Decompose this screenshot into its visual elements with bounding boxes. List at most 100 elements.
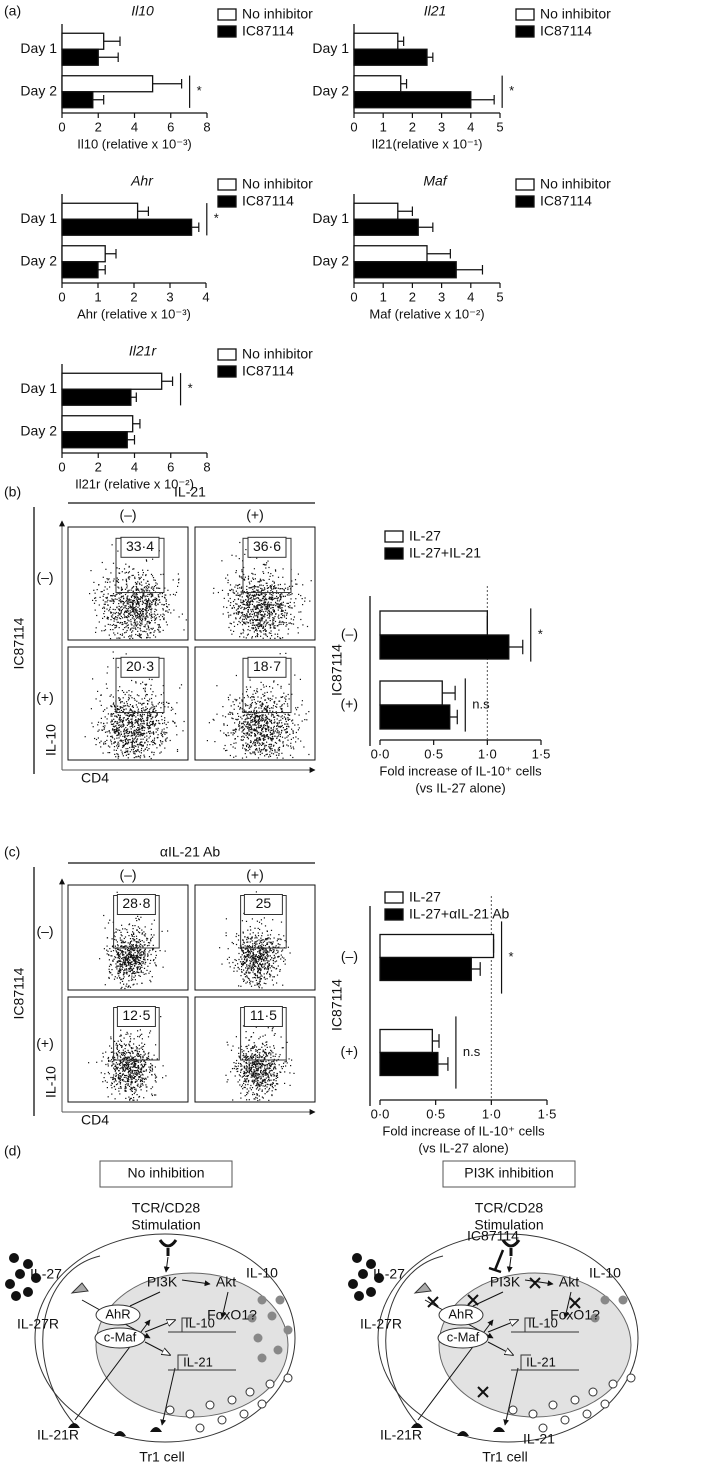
event-dot [272,952,273,953]
event-dot [133,933,134,934]
event-dot [265,598,266,599]
event-dot [252,720,253,721]
event-dot [137,615,138,616]
event-dot [236,944,237,945]
event-dot [262,957,263,958]
event-dot [266,950,267,951]
chart-title: Il10 [131,3,154,19]
event-dot [255,702,256,703]
event-dot [107,582,108,583]
event-dot [149,629,150,630]
event-dot [106,609,107,610]
event-dot [238,719,239,720]
event-dot [261,987,262,988]
event-dot [134,598,135,599]
event-dot [286,737,287,738]
event-dot [165,951,166,952]
event-dot [96,739,97,740]
event-dot [113,595,114,596]
event-dot [104,590,105,591]
event-dot [126,732,127,733]
event-dot [265,749,266,750]
event-dot [235,965,236,966]
event-dot [115,726,116,727]
event-dot [265,599,266,600]
event-dot [148,945,149,946]
event-dot [225,745,226,746]
event-dot [91,723,92,724]
event-dot [276,596,277,597]
event-dot [251,727,252,728]
event-dot [136,941,137,942]
event-dot [113,713,114,714]
event-dot [246,614,247,615]
event-dot [250,952,251,953]
event-dot [144,955,145,956]
event-dot [275,628,276,629]
event-dot [229,957,230,958]
event-dot [116,638,117,639]
legend-swatch [218,9,236,20]
event-dot [95,632,96,633]
event-dot [133,954,134,955]
event-dot [274,955,275,956]
event-dot [261,708,262,709]
event-dot [154,586,155,587]
event-dot [145,935,146,936]
event-dot [263,590,264,591]
event-dot [144,626,145,627]
event-dot [246,961,247,962]
event-dot [124,729,125,730]
error-bar [427,249,450,259]
event-dot [133,968,134,969]
event-dot [108,977,109,978]
event-dot [281,722,282,723]
event-dot [115,976,116,977]
event-dot [275,697,276,698]
event-dot [139,932,140,933]
event-dot [127,718,128,719]
event-dot [123,970,124,971]
event-dot [140,714,141,715]
event-dot [141,955,142,956]
event-dot [113,729,114,730]
event-dot [244,936,245,937]
event-dot [249,725,250,726]
event-dot [273,960,274,961]
event-dot [110,736,111,737]
event-dot [279,750,280,751]
event-dot [263,719,264,720]
event-dot [254,714,255,715]
event-dot [120,618,121,619]
event-dot [279,739,280,740]
event-dot [300,595,301,596]
event-dot [268,756,269,757]
event-dot [234,587,235,588]
event-dot [264,614,265,615]
event-dot [233,730,234,731]
event-dot [149,733,150,734]
event-dot [129,698,130,699]
event-dot [231,555,232,556]
event-dot [311,580,312,581]
event-dot [253,950,254,951]
event-dot [97,691,98,692]
panel-label: (c) [4,844,20,860]
event-dot [103,577,104,578]
x-tick-label: 2 [95,459,102,474]
event-dot [286,744,287,745]
event-dot [232,734,233,735]
event-dot [248,598,249,599]
event-dot [262,571,263,572]
event-dot [263,611,264,612]
event-dot [125,572,126,573]
event-dot [236,604,237,605]
event-dot [114,705,115,706]
event-dot [248,600,249,601]
event-dot [124,733,125,734]
event-dot [258,608,259,609]
event-dot [270,620,271,621]
event-dot [145,685,146,686]
event-dot [152,724,153,725]
